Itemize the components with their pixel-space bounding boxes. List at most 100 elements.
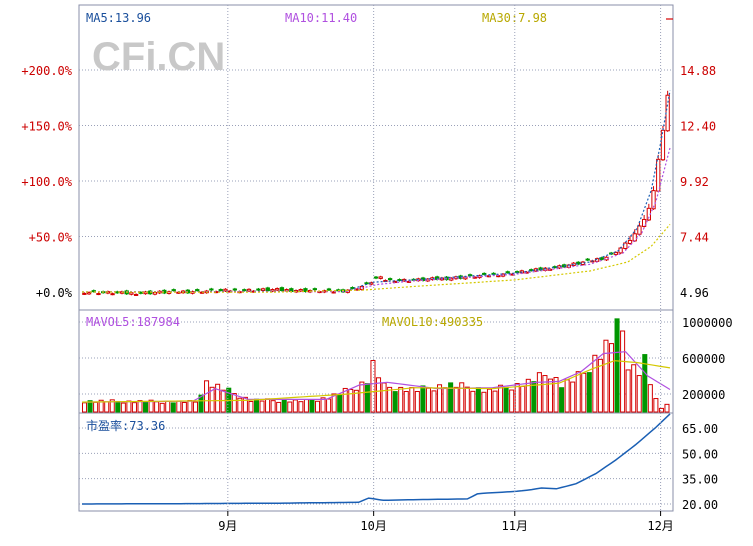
volume-bar: [542, 375, 548, 413]
watermark-logo: CFi.CN: [92, 35, 225, 79]
volume-bar: [231, 393, 237, 413]
price-candle: [298, 289, 303, 292]
volume-bar: [376, 377, 382, 413]
volume-bar: [154, 401, 160, 413]
volume-bar: [192, 401, 198, 413]
price-left-tick: +0.0%: [36, 286, 73, 300]
volume-bar: [625, 369, 631, 413]
volume-bar: [553, 377, 559, 413]
price-candle: [326, 288, 332, 291]
volume-bar: [453, 386, 459, 413]
price-candle: [143, 291, 148, 295]
volume-bar: [420, 385, 426, 413]
legend-ma10: MA10:11.40: [285, 11, 357, 25]
volume-bar: [608, 343, 615, 413]
volume-moving-averages: [81, 351, 671, 403]
volume-bar: [259, 400, 265, 413]
price-candle: [406, 280, 412, 283]
volume-bar: [620, 330, 626, 413]
price-candle: [279, 287, 285, 292]
pe-ratio-line: [82, 413, 671, 505]
volume-bar: [486, 388, 492, 413]
volume-bar: [181, 402, 187, 413]
volume-bar: [459, 382, 465, 413]
price-candle: [232, 288, 238, 291]
volume-bar: [603, 339, 609, 413]
month-label: 9月: [218, 519, 237, 533]
volume-bar: [198, 394, 204, 413]
volume-bar: [592, 354, 598, 413]
volume-bar: [353, 389, 359, 413]
volume-bar: [514, 383, 520, 413]
price-candle: [613, 251, 619, 255]
volume-bar: [647, 384, 653, 413]
price-candle: [152, 291, 158, 295]
legend-mavol10: MAVOL10:490335: [382, 315, 483, 329]
price-candle: [260, 288, 266, 291]
volume-panel: MAVOL5:187984 MAVOL10:490335 1000000 6000…: [78, 309, 733, 414]
price-candle: [246, 288, 252, 292]
volume-bar: [176, 400, 182, 413]
volume-bar: [126, 400, 132, 413]
volume-bar: [165, 400, 171, 413]
price-candle: [82, 292, 87, 295]
price-panel: CFi.CN MA5:13.96 MA10:11.40 MA30:7.98 +2…: [21, 4, 716, 311]
volume-bar: [314, 400, 321, 413]
price-candle: [199, 291, 205, 294]
volume-bar: [492, 390, 498, 413]
volume-bar: [503, 386, 509, 413]
volume-bar: [115, 400, 121, 413]
volume-bar: [148, 399, 154, 413]
volume-bar: [398, 386, 404, 413]
price-candle: [195, 289, 200, 292]
month-label: 12月: [647, 519, 673, 533]
volume-bar: [215, 383, 221, 413]
volume-bar: [642, 354, 648, 413]
price-left-tick: +200.0%: [21, 64, 72, 78]
volume-bar: [392, 391, 398, 413]
price-candle: [373, 276, 379, 279]
volume-bar: [364, 383, 370, 413]
price-candle: [91, 290, 96, 293]
pe-gridlines: [79, 427, 673, 505]
price-candle: [110, 293, 115, 296]
volume-bar: [109, 399, 115, 413]
volume-right-axis: 1000000 600000 200000: [682, 316, 733, 402]
price-candle: [627, 239, 633, 244]
price-candle: [482, 272, 487, 275]
volume-bar: [403, 390, 409, 413]
volume-bar: [370, 360, 376, 413]
price-right-tick: 14.88: [680, 64, 716, 78]
volume-bar: [570, 381, 576, 413]
price-right-tick: 9.92: [680, 175, 709, 189]
volume-mavolma10-line: [81, 360, 671, 403]
price-gridlines: [79, 69, 673, 237]
price-ma30-line: [82, 224, 671, 293]
legend-pe: 市盈率:73.36: [86, 418, 165, 433]
price-candle: [256, 288, 261, 291]
volume-right-tick: 600000: [682, 352, 725, 366]
price-candle: [223, 288, 228, 292]
volume-bar: [265, 398, 271, 413]
volume-bar: [636, 375, 642, 413]
volume-bar: [481, 391, 487, 413]
volume-bars: [82, 318, 670, 413]
price-right-tick: 12.40: [680, 120, 716, 134]
price-candle: [623, 242, 628, 249]
price-candle: [171, 289, 176, 292]
price-candle: [265, 287, 270, 292]
price-candle: [378, 276, 383, 279]
price-candle: [632, 233, 637, 242]
price-right-tick: 4.96: [680, 286, 709, 300]
price-candle: [270, 289, 275, 292]
price-candle: [209, 288, 214, 291]
volume-bar: [631, 364, 637, 413]
volume-bar: [131, 402, 137, 413]
price-candle: [86, 291, 92, 295]
pe-panel: 市盈率:73.36 65.00 50.00 35.00 20.00: [78, 412, 718, 512]
pe-right-tick: 20.00: [682, 498, 718, 512]
volume-bar: [581, 372, 587, 413]
volume-bar: [292, 399, 298, 413]
volume-bar: [664, 403, 670, 413]
volume-bar: [448, 382, 454, 413]
